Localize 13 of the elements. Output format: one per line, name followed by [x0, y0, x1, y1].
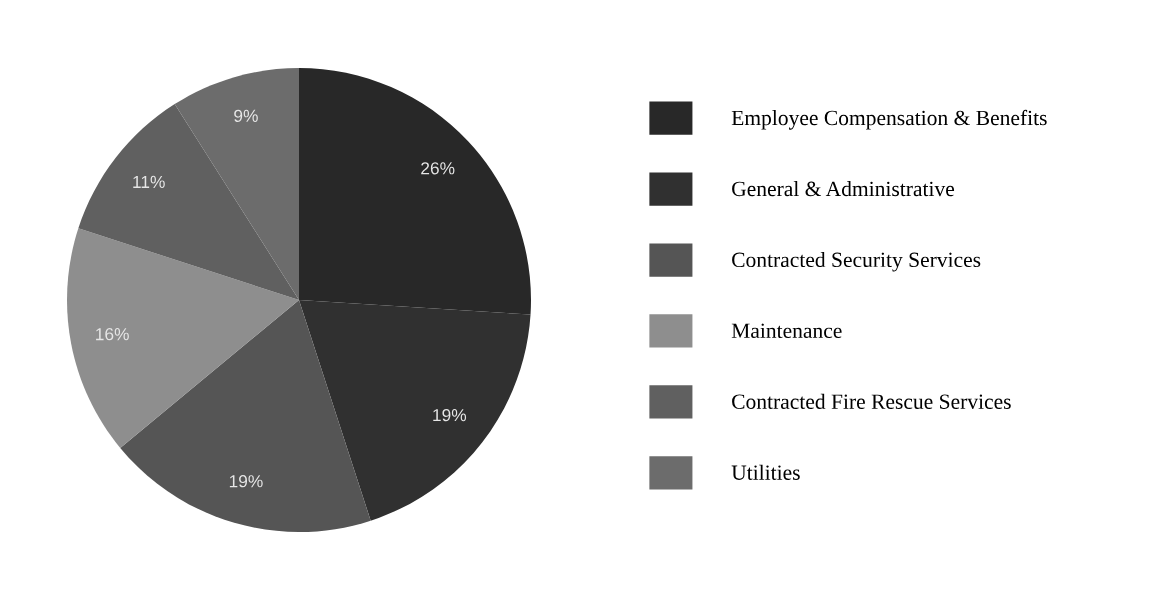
data-label: 16% — [96, 328, 129, 341]
data-label: 19% — [229, 475, 263, 488]
data-label: 19% — [433, 408, 467, 422]
legend-label: Contracted Security Services — [732, 251, 981, 272]
data-label: 11% — [133, 175, 165, 188]
legend-label: Contracted Fire Rescue Services — [732, 393, 1011, 409]
legend-label: General & Administrative — [732, 181, 955, 197]
data-label: 26% — [421, 162, 455, 175]
legend-label: Employee Compensation & Benefits — [731, 109, 1047, 130]
legend-label: Maintenance — [731, 323, 842, 339]
data-label: 9% — [234, 109, 258, 122]
legend-label: Utilities — [731, 464, 800, 480]
pie-slice — [67, 228, 299, 448]
